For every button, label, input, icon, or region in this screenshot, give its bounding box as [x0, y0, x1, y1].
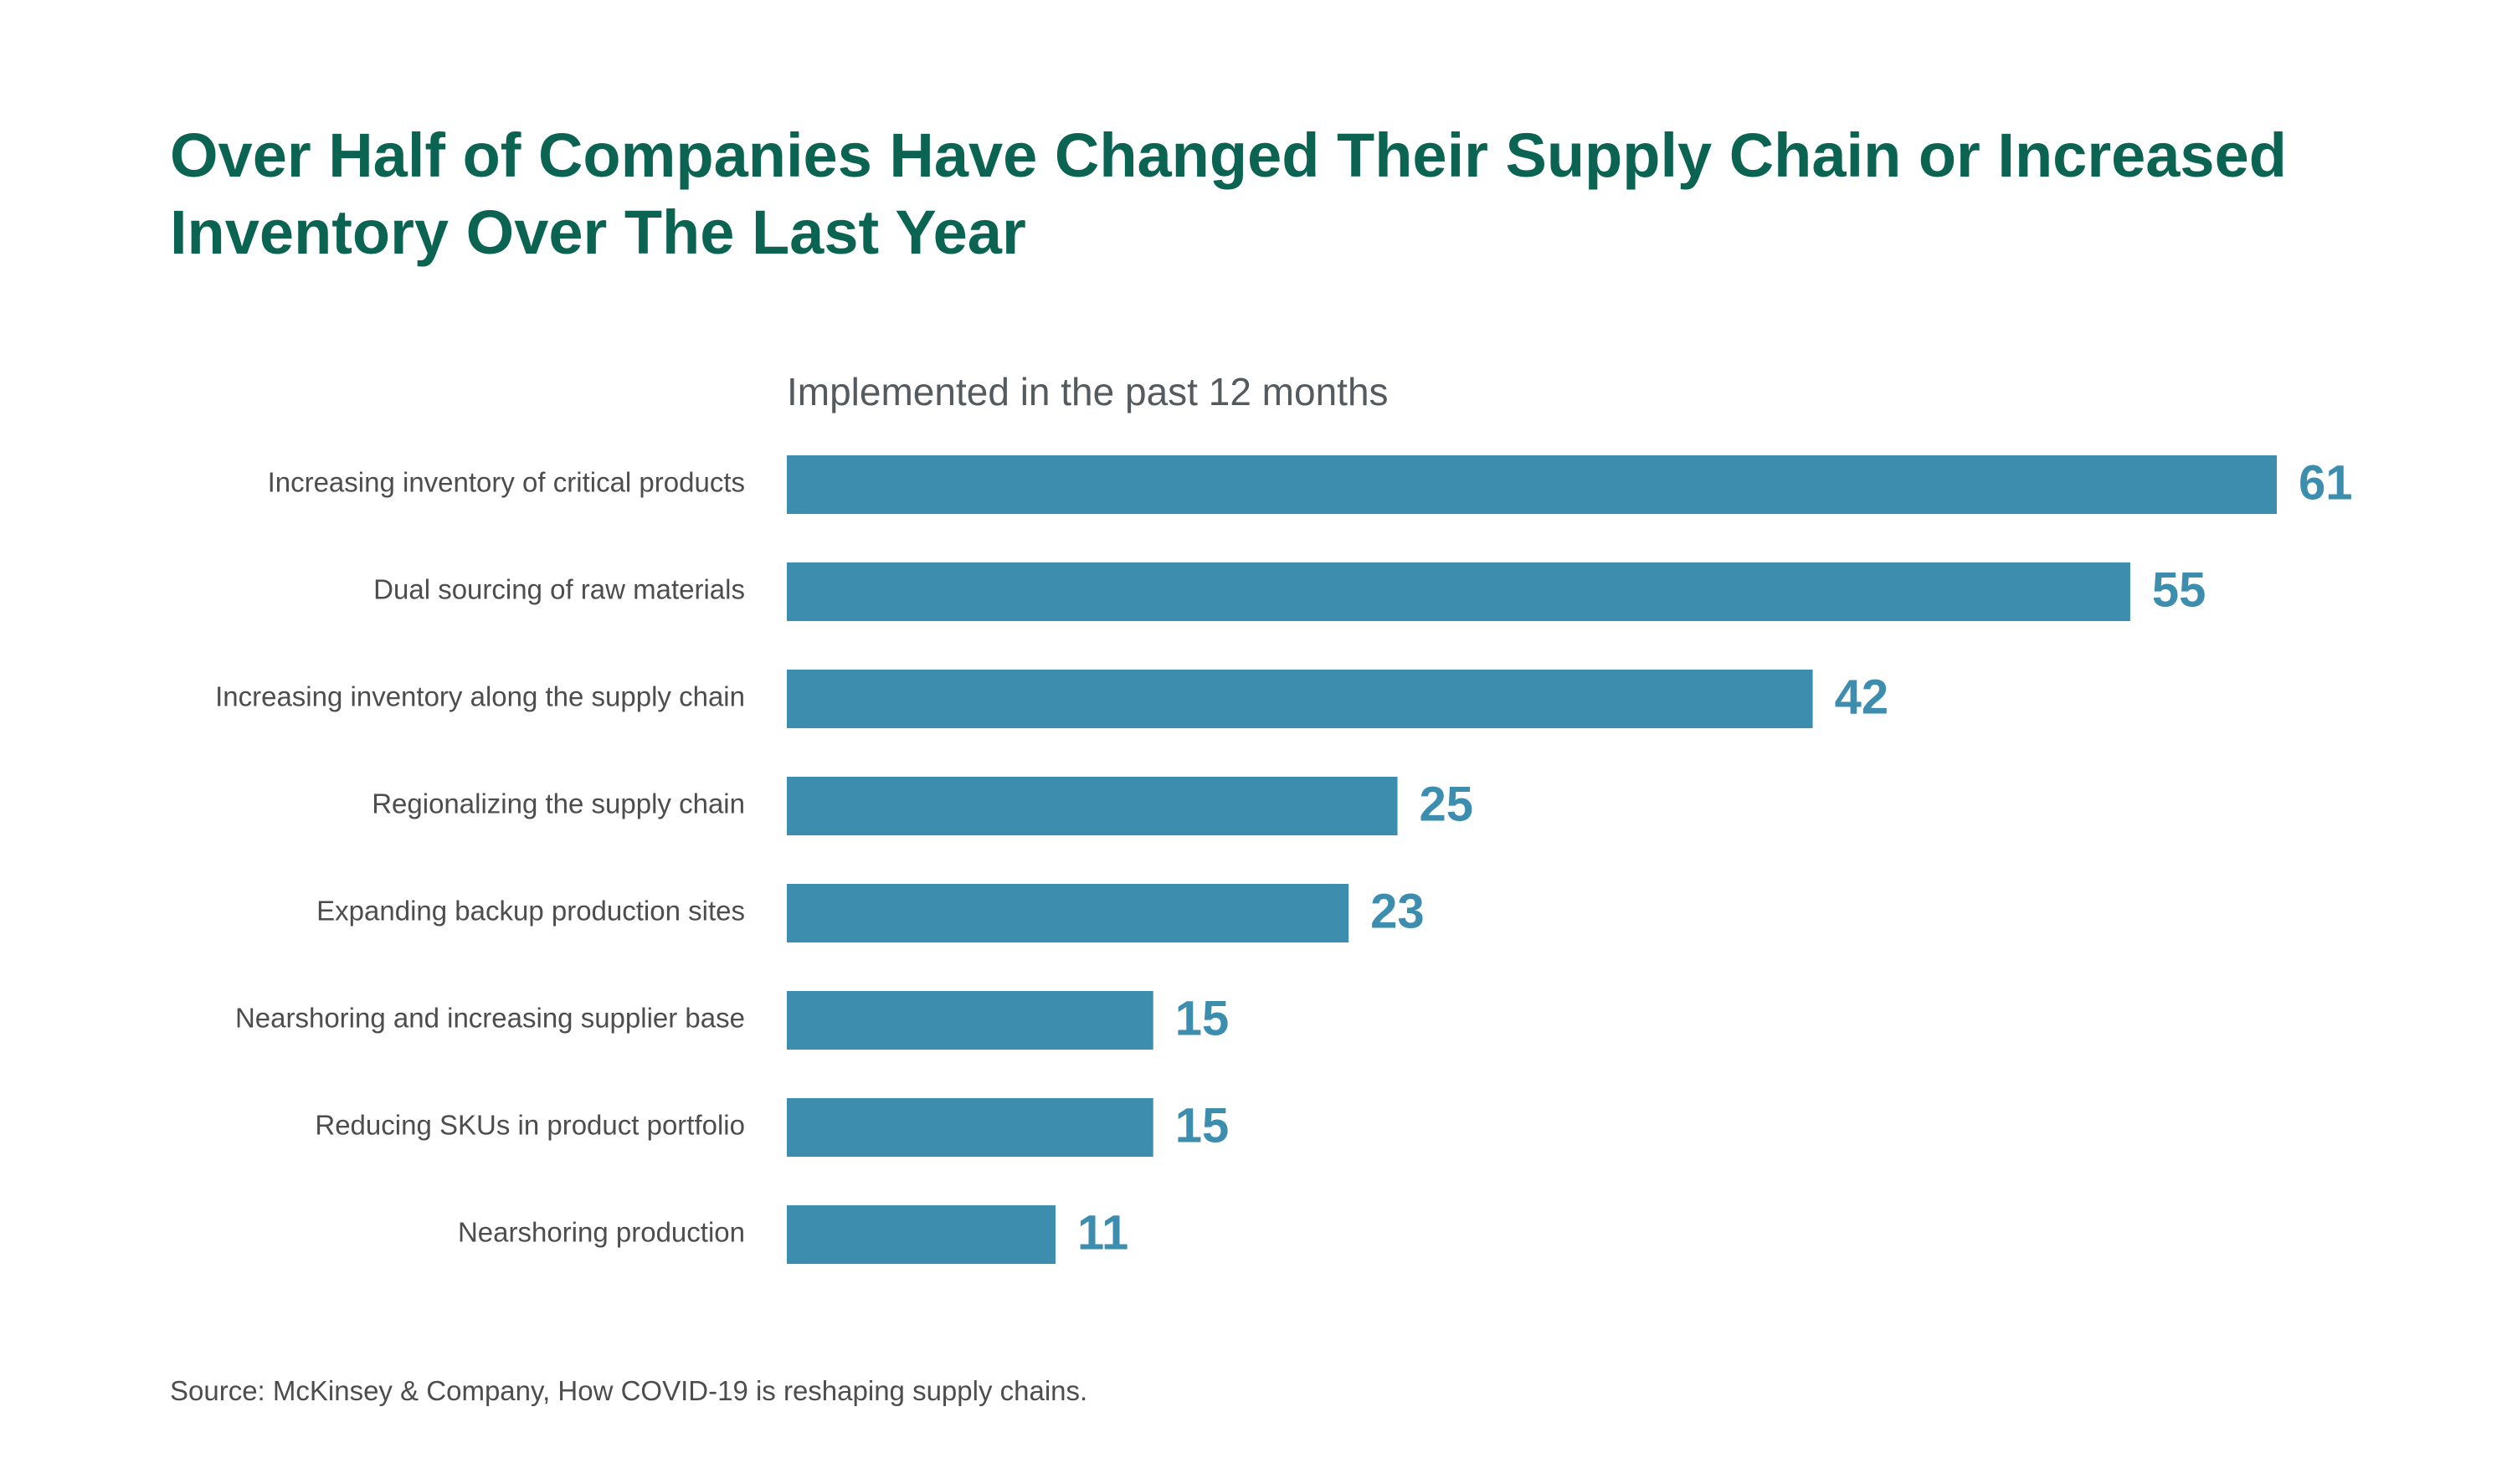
category-label: Regionalizing the supply chain — [372, 788, 745, 819]
bar — [787, 777, 1398, 835]
category-label: Increasing inventory along the supply ch… — [215, 681, 745, 712]
value-label: 55 — [2152, 562, 2206, 617]
bar — [787, 1205, 1056, 1264]
category-label: Dual sourcing of raw materials — [373, 574, 745, 605]
bar — [787, 991, 1153, 1050]
value-label: 42 — [1835, 670, 1889, 724]
value-label: 61 — [2299, 455, 2353, 510]
value-label: 25 — [1420, 777, 1474, 831]
bar — [787, 455, 2277, 514]
bar — [787, 670, 1813, 728]
bar — [787, 884, 1349, 942]
bar — [787, 1098, 1153, 1157]
value-label: 15 — [1175, 991, 1230, 1045]
source-note: Source: McKinsey & Company, How COVID-19… — [170, 1375, 1088, 1406]
category-label: Reducing SKUs in product portfolio — [315, 1110, 745, 1141]
bar — [787, 562, 2130, 621]
category-label: Expanding backup production sites — [316, 896, 745, 927]
bar-chart: Increasing inventory of critical product… — [215, 455, 2353, 1264]
chart-title: Over Half of Companies Have Changed Thei… — [170, 121, 2287, 267]
chart-subtitle: Implemented in the past 12 months — [787, 370, 1389, 413]
category-label: Nearshoring production — [458, 1217, 745, 1248]
category-label: Increasing inventory of critical product… — [268, 467, 745, 498]
value-label: 23 — [1370, 884, 1425, 938]
value-label: 11 — [1077, 1205, 1128, 1260]
category-label: Nearshoring and increasing supplier base — [235, 1003, 745, 1034]
value-label: 15 — [1175, 1098, 1230, 1153]
